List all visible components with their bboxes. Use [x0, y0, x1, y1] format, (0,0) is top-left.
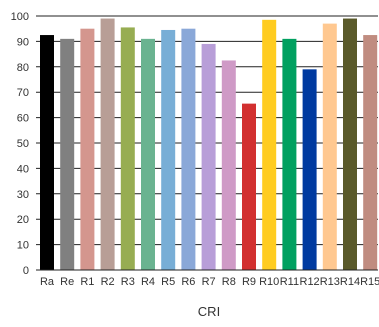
- x-tick-label: R11: [280, 276, 299, 288]
- y-tick-labels: 0 10 20 30 40 50 60 70 80 90 100: [11, 11, 29, 277]
- x-tick-label: R4: [141, 276, 155, 288]
- y-tick-label: 10: [17, 240, 29, 252]
- x-tick-label: R1: [80, 276, 94, 288]
- bar-r15: [363, 35, 378, 270]
- y-tick-label: 70: [17, 87, 29, 99]
- x-tick-label: R3: [121, 276, 135, 288]
- y-tick-label: 50: [17, 138, 29, 150]
- x-tick-label: R8: [222, 276, 236, 288]
- y-tick-label: 60: [17, 113, 29, 125]
- y-tick-label: 100: [11, 11, 29, 23]
- x-tick-labels: Ra Re R1 R2 R3 R4 R5 R6 R7 R8 R9 R10 R11 R12 R13 R14 R15: [40, 276, 379, 288]
- bar-r13: [322, 23, 337, 271]
- y-tick-label: 40: [17, 163, 29, 175]
- x-tick-label: R6: [181, 276, 195, 288]
- x-tick-label: R10: [259, 276, 279, 288]
- y-tick-label: 20: [17, 214, 29, 226]
- x-tick-label: R9: [242, 276, 256, 288]
- x-tick-label: R13: [320, 276, 340, 288]
- bar-r8: [221, 60, 236, 271]
- y-tick-label: 0: [23, 265, 29, 277]
- bar-r14: [343, 18, 357, 271]
- bar-r5: [161, 29, 176, 270]
- bar-r4: [141, 38, 155, 270]
- bar-r12: [302, 69, 317, 270]
- bar-r11: [282, 38, 297, 270]
- bar-re: [60, 38, 75, 270]
- x-tick-label: R12: [300, 276, 320, 288]
- x-tick-label: R14: [340, 276, 360, 288]
- bar-r3: [120, 27, 135, 271]
- x-tick-label: R15: [360, 276, 379, 288]
- y-tick-label: 90: [17, 36, 29, 48]
- bars: [40, 18, 378, 271]
- bar-r6: [181, 28, 196, 271]
- x-tick-label: Re: [60, 276, 74, 288]
- x-tick-label: R5: [161, 276, 175, 288]
- x-tick-label: R7: [202, 276, 216, 288]
- bar-r7: [201, 43, 216, 270]
- bar-r9: [242, 103, 256, 270]
- bar-r1: [80, 28, 95, 271]
- x-tick-label: R2: [101, 276, 115, 288]
- x-tick-label: Ra: [40, 276, 55, 288]
- bar-r2: [100, 18, 115, 271]
- y-tick-label: 80: [17, 62, 29, 74]
- bar-ra: [40, 35, 54, 270]
- y-tick-label: 30: [17, 189, 29, 201]
- bar-r10: [262, 19, 277, 271]
- x-axis-title: CRI: [198, 304, 220, 319]
